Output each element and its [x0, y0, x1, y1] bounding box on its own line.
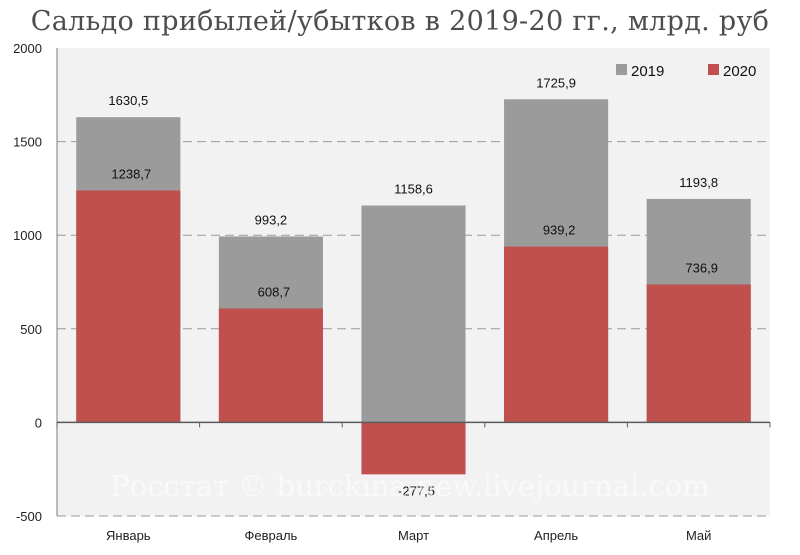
- category-label: Апрель: [534, 528, 578, 543]
- data-label-2019: 1158,6: [394, 182, 433, 197]
- data-label-2020: 608,7: [258, 284, 291, 299]
- bar-2020: [76, 190, 181, 423]
- data-label-2019: 1630,5: [108, 93, 148, 108]
- bar-2020: [504, 246, 609, 423]
- category-label: Январь: [106, 528, 151, 543]
- y-tick-label: 2000: [13, 41, 42, 56]
- legend-swatch-2019: [616, 64, 627, 75]
- legend: 2019 2020: [616, 63, 756, 80]
- data-label-2020: -277,5: [398, 483, 435, 498]
- y-tick-label: -500: [16, 509, 42, 524]
- bar-2019: [361, 205, 466, 423]
- bar-2020: [361, 422, 466, 475]
- watermark-text: Росстат © burckina-new.livejournal.com: [110, 469, 709, 503]
- data-label-2020: 736,9: [685, 260, 718, 275]
- data-label-2020: 1238,7: [111, 167, 151, 182]
- category-label: Февраль: [244, 528, 297, 543]
- data-label-2020: 939,2: [543, 223, 576, 238]
- y-tick-label: 1500: [13, 135, 42, 150]
- legend-label-2019: 2019: [631, 63, 664, 80]
- y-tick-label: 1000: [13, 228, 42, 243]
- bars: [76, 99, 751, 475]
- chart-title: Сальдо прибылей/убытков в 2019-20 гг., м…: [30, 6, 770, 37]
- y-tick-label: 500: [20, 322, 42, 337]
- legend-label-2020: 2020: [723, 63, 756, 80]
- y-tick-label: 0: [35, 415, 42, 430]
- data-label-2019: 993,2: [255, 212, 288, 227]
- category-label: Март: [398, 528, 429, 543]
- bar-2020: [218, 308, 323, 423]
- category-label: Май: [686, 528, 711, 543]
- data-label-2019: 1193,8: [679, 175, 718, 190]
- axes: -500 0 500 1000 1500 2000 Январь Февраль Март Апр…: [13, 41, 771, 543]
- bar-2020: [646, 284, 751, 423]
- legend-swatch-2020: [708, 64, 719, 75]
- data-labels: 1630,5 1238,7 993,2 608,7 1158,6 -277,5 1725,9…: [108, 75, 718, 498]
- data-label-2019: 1725,9: [536, 75, 576, 90]
